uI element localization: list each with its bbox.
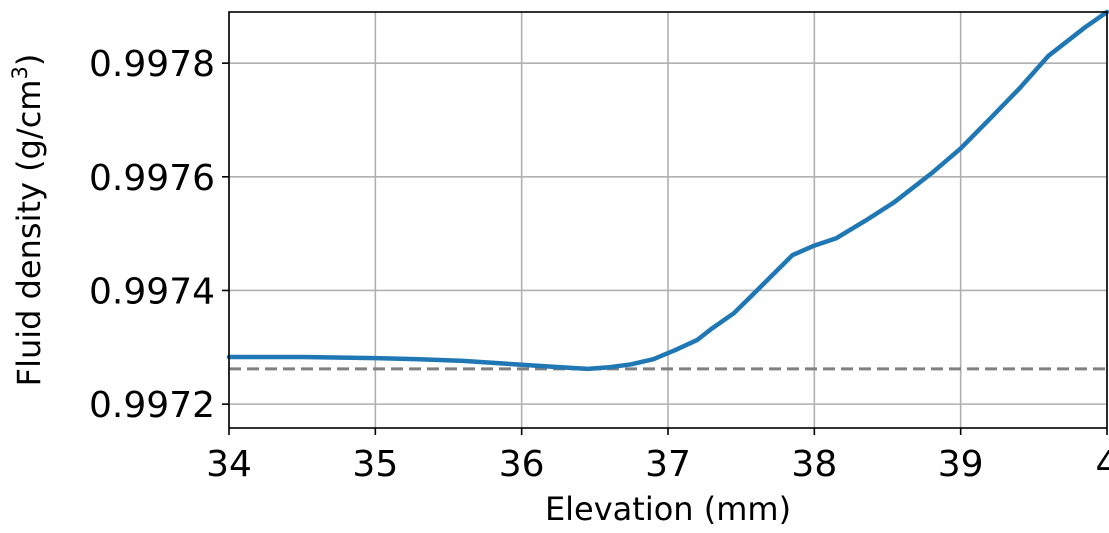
y-tick-label: 0.9972	[89, 385, 215, 426]
x-tick-label: 39	[938, 444, 984, 485]
x-axis-label: Elevation (mm)	[545, 490, 791, 528]
y-tick-label: 0.9976	[89, 158, 215, 199]
x-axis-ticks: 34 35 36 37 38 39 4	[206, 428, 1109, 485]
y-axis-label: Fluid density (g/cm3)	[8, 54, 48, 387]
x-tick-label: 36	[499, 444, 545, 485]
y-axis-label-text: Fluid density (g/cm	[10, 80, 48, 387]
series-group	[226, 9, 1109, 372]
x-tick-label: 35	[352, 444, 398, 485]
x-tick-label: 34	[206, 444, 252, 485]
y-axis-ticks: 0.9972 0.9974 0.9976 0.9978	[89, 44, 229, 426]
y-tick-label: 0.9978	[89, 44, 215, 85]
y-tick-label: 0.9974	[89, 271, 215, 312]
y-axis-label-superscript: 3	[8, 66, 32, 79]
x-tick-label: 4	[1096, 444, 1109, 485]
x-tick-label: 37	[645, 444, 691, 485]
grid-lines	[228, 12, 1108, 428]
x-tick-label: 38	[791, 444, 837, 485]
series-line	[226, 9, 1109, 372]
y-axis-label-suffix: )	[10, 54, 48, 66]
